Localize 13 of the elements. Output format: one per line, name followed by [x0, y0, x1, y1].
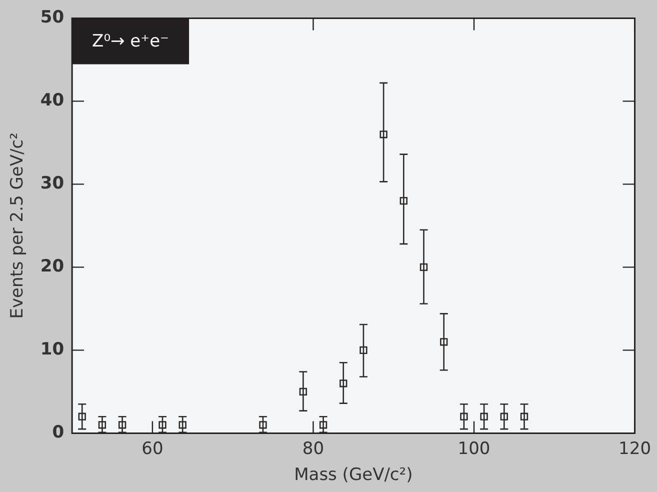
text: Z⁰→ e⁺e⁻ [92, 32, 170, 52]
y-axis-title: Events per 2.5 GeV/c² [8, 132, 28, 319]
x-tick-label: 80 [302, 438, 324, 459]
y-tick-label: 10 [40, 340, 64, 360]
y-tick-label: 0 [52, 422, 64, 443]
y-tick-label: 20 [40, 256, 64, 277]
x-tick-label: 100 [458, 438, 490, 459]
y-tick-label: 30 [40, 174, 64, 194]
x-tick-label: 120 [618, 438, 652, 459]
x-axis-title: Mass (GeV/c²) [294, 465, 413, 486]
y-tick-label: 40 [40, 90, 64, 111]
x-tick-label: 60 [142, 438, 164, 459]
y-tick-label: 50 [40, 8, 64, 28]
